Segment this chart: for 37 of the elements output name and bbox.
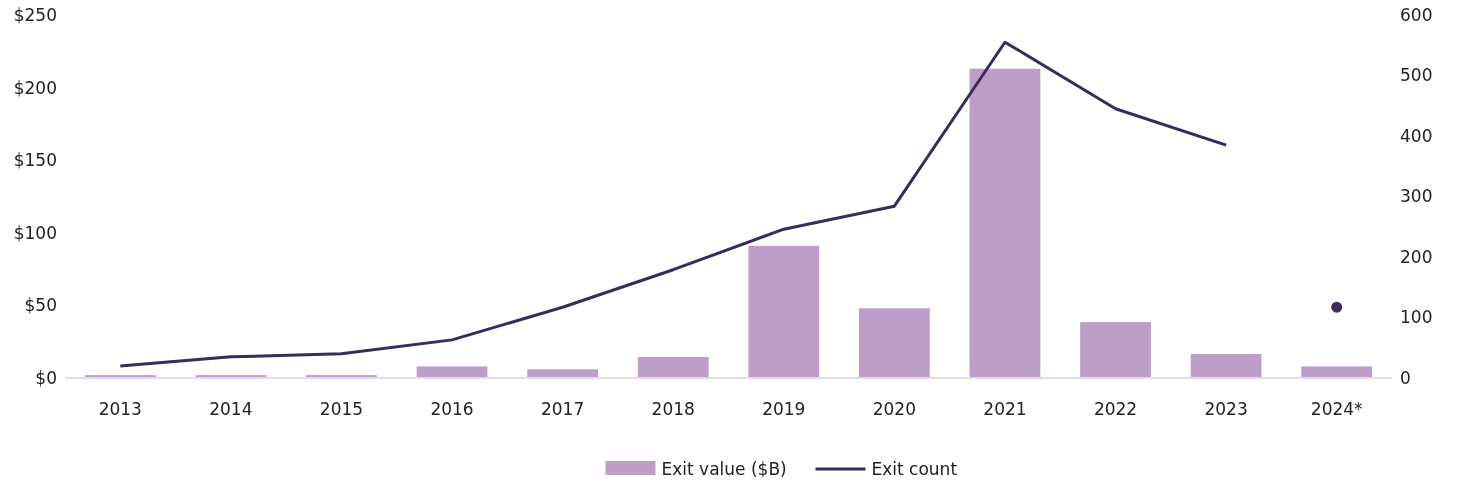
bar [969, 68, 1041, 378]
x-tick-label: 2023 [1204, 399, 1248, 419]
y2-tick-label: 300 [1400, 186, 1433, 207]
y2-tick-label: 600 [1400, 4, 1433, 25]
legend-label: Exit count [871, 458, 958, 479]
x-tick-label: 2017 [540, 399, 585, 419]
bar [1080, 322, 1151, 378]
x-tick-label: 2020 [872, 399, 917, 419]
legend-label: Exit value ($B) [661, 458, 787, 479]
y-tick-label: $200 [13, 77, 57, 98]
x-tick-label: 2016 [430, 399, 474, 419]
bar [858, 308, 930, 378]
y-tick-label: $150 [13, 150, 57, 171]
y-tick-label: $250 [13, 4, 57, 25]
bar [416, 366, 488, 378]
x-tick-label: 2015 [319, 399, 364, 419]
x-tick-label: 2013 [98, 399, 142, 419]
x-tick-label: 2024* [1310, 399, 1363, 419]
y2-tick-label: 500 [1400, 65, 1433, 86]
y2-tick-label: 100 [1400, 307, 1433, 328]
bar [637, 356, 709, 378]
y2-tick-label: 400 [1400, 125, 1433, 146]
x-tick-label: 2018 [651, 399, 695, 419]
bar [748, 245, 820, 378]
y-tick-label: $0 [35, 367, 57, 388]
y-tick-label: $100 [13, 222, 57, 243]
bar [1301, 366, 1373, 378]
y2-tick-label: 200 [1400, 246, 1433, 267]
line-series [118, 40, 1228, 368]
bar [527, 369, 599, 378]
x-tick-label: 2014 [209, 399, 253, 419]
y2-tick-label: 0 [1400, 367, 1411, 388]
x-tick-label: 2019 [762, 399, 806, 419]
bar [1190, 354, 1262, 378]
x-tick-label: 2021 [983, 399, 1027, 419]
y-tick-label: $50 [24, 295, 57, 316]
x-tick-label: 2022 [1093, 399, 1138, 419]
